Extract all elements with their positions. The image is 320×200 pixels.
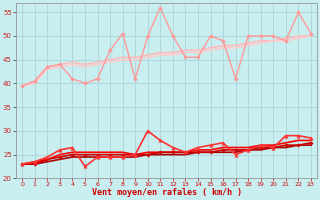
X-axis label: Vent moyen/en rafales ( km/h ): Vent moyen/en rafales ( km/h ) [92,188,242,197]
